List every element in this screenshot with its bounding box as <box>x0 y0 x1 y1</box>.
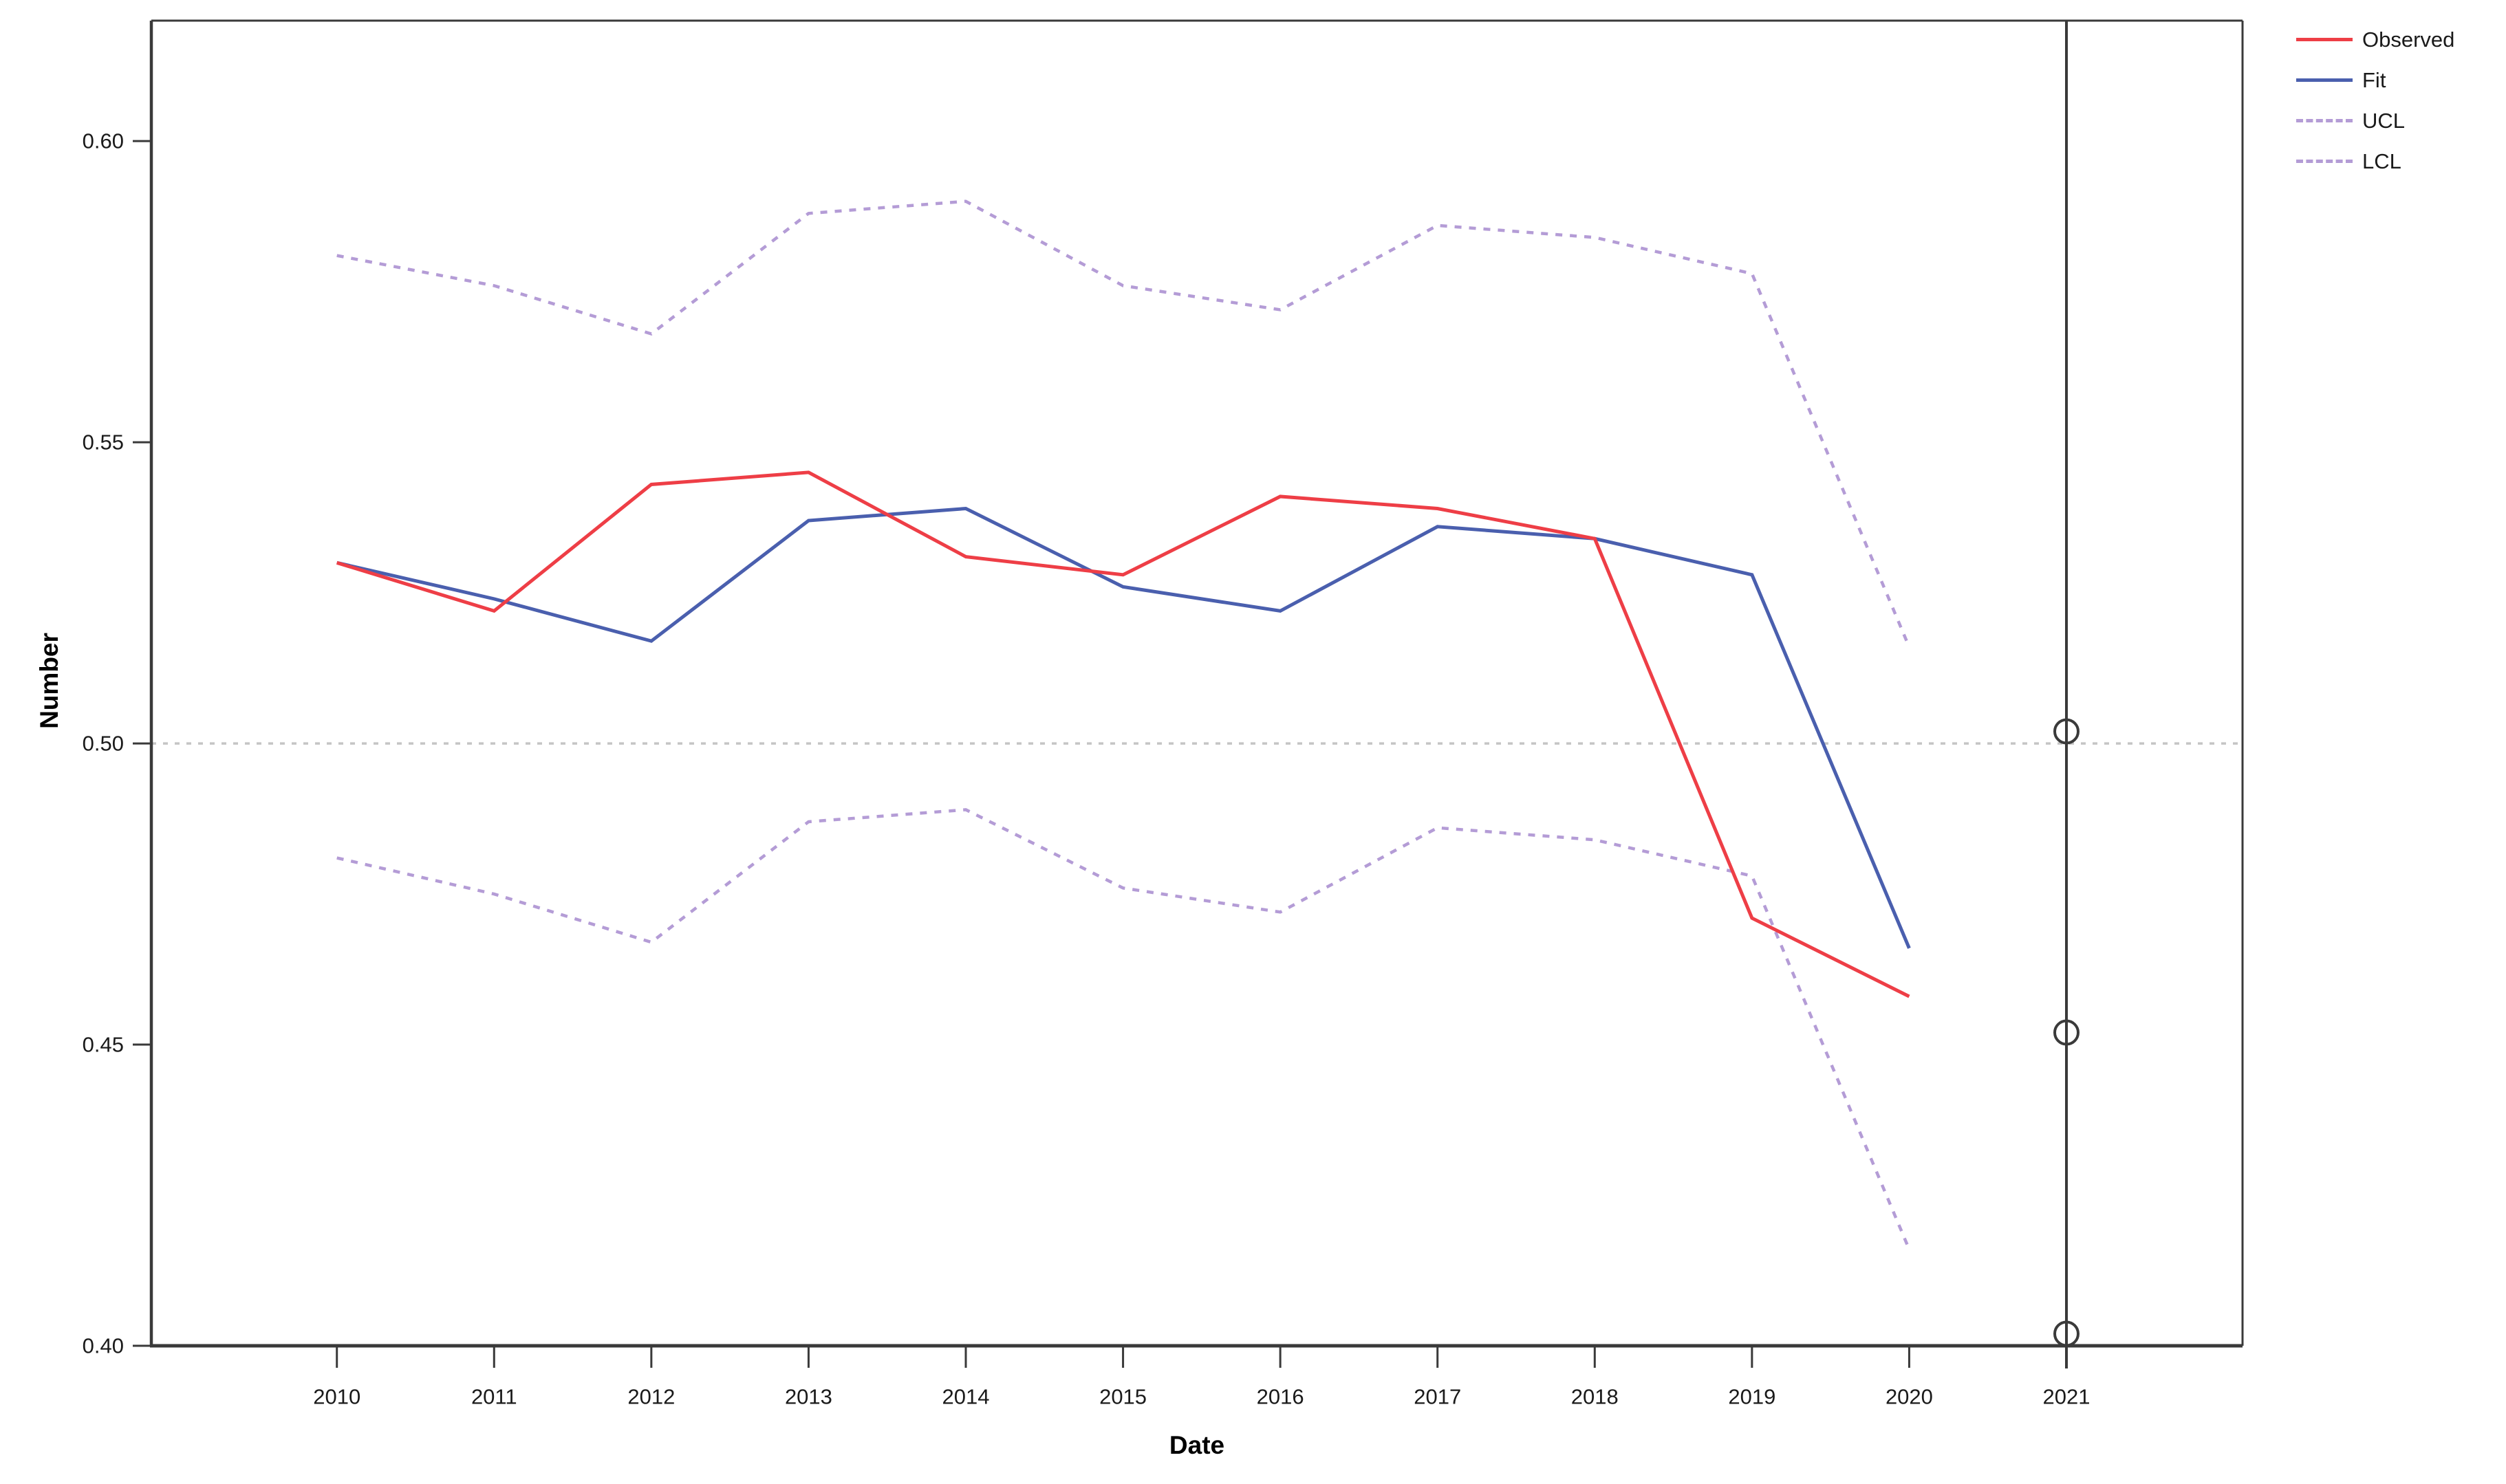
x-tick-label: 2011 <box>471 1384 517 1408</box>
x-tick-label: 2010 <box>313 1384 360 1408</box>
forecast-marker <box>2053 1019 2080 1046</box>
x-tick-label: 2021 <box>2043 1384 2091 1408</box>
x-tick-label: 2017 <box>1414 1384 1461 1408</box>
x-tick-label: 2019 <box>1728 1384 1775 1408</box>
forecast-marker <box>2053 718 2080 745</box>
legend-item-lcl: LCL <box>2296 141 2454 182</box>
y-axis-title: Number <box>35 633 63 729</box>
x-tick-label: 2020 <box>1886 1384 1933 1408</box>
fit-line <box>336 506 1911 949</box>
y-tick-label: 0.45 <box>83 1033 124 1057</box>
x-axis-title: Date <box>1169 1431 1225 1459</box>
x-tick-label: 2015 <box>1099 1384 1147 1408</box>
y-tick-label: 0.40 <box>83 1334 124 1358</box>
y-tick-label: 0.50 <box>83 732 124 756</box>
x-tick-label: 2012 <box>627 1384 675 1408</box>
observed-line-swatch <box>2296 38 2353 41</box>
ucl-line <box>336 199 1911 648</box>
x-tick-label: 2013 <box>785 1384 832 1408</box>
legend-item-fit: Fit <box>2296 60 2454 100</box>
legend-label: UCL <box>2362 108 2406 133</box>
observed-line <box>336 470 1910 999</box>
x-tick-label: 2016 <box>1257 1384 1304 1408</box>
lcl-line-swatch <box>2296 160 2353 163</box>
lcl-line <box>336 808 1911 1250</box>
legend-label: Fit <box>2362 67 2386 92</box>
fit-line-swatch <box>2296 78 2353 82</box>
ucl-line-swatch <box>2296 119 2353 122</box>
legend-item-ucl: UCL <box>2296 100 2454 141</box>
y-tick-label: 0.55 <box>83 430 124 455</box>
x-tick-label: 2014 <box>942 1384 990 1408</box>
legend-label: Observed <box>2362 27 2455 52</box>
legend: Observed Fit UCL LCL <box>2296 19 2454 182</box>
legend-label: LCL <box>2362 149 2401 173</box>
x-tick-label: 2018 <box>1571 1384 1619 1408</box>
y-tick-label: 0.60 <box>83 129 124 153</box>
legend-item-observed: Observed <box>2296 19 2454 60</box>
